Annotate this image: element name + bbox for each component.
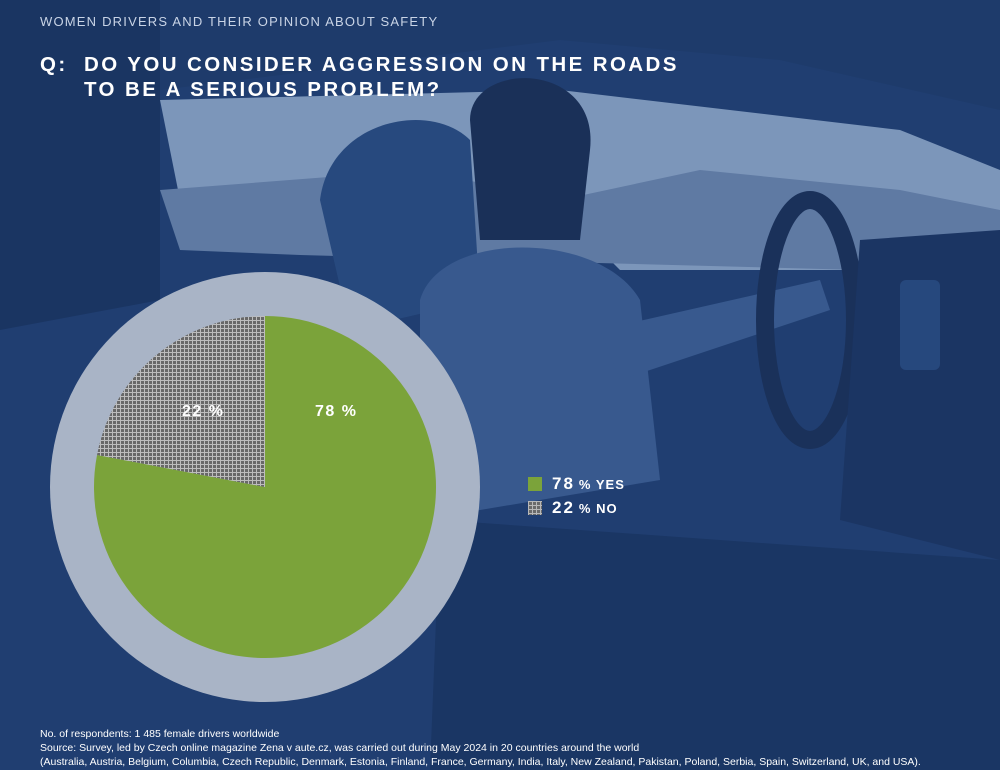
- legend-swatch-no: [528, 501, 542, 515]
- question-heading: Q: DO YOU CONSIDER AGGRESSION ON THE ROAD…: [40, 52, 740, 102]
- countries-note: (Australia, Austria, Belgium, Columbia, …: [40, 756, 921, 768]
- eyebrow-title: WOMEN DRIVERS AND THEIR OPINION ABOUT SA…: [40, 14, 439, 29]
- chart-legend: 78 % YES 22 % NO: [528, 472, 625, 520]
- question-prefix: Q:: [40, 53, 68, 76]
- slice-label-no: 22 %: [182, 403, 224, 420]
- legend-value-yes: 78: [552, 474, 575, 493]
- slice-label-yes: 78 %: [315, 403, 357, 420]
- legend-label-no: % NO: [578, 500, 618, 516]
- question-line-2: TO BE A SERIOUS PROBLEM?: [84, 78, 442, 101]
- legend-value-no: 22: [552, 498, 575, 517]
- pie-slice-yes: [93, 316, 436, 658]
- legend-label-yes: % YES: [578, 476, 625, 492]
- legend-item-yes: 78 % YES: [528, 472, 625, 496]
- pie-slice-no: [97, 316, 266, 487]
- legend-item-no: 22 % NO: [528, 496, 625, 520]
- legend-swatch-yes: [528, 477, 542, 491]
- respondents-note: No. of respondents: 1 485 female drivers…: [40, 728, 280, 740]
- source-note: Source: Survey, led by Czech online maga…: [40, 742, 640, 754]
- question-line-1: DO YOU CONSIDER AGGRESSION ON THE ROADS: [84, 53, 679, 76]
- footer-notes: No. of respondents: 1 485 female drivers…: [40, 727, 990, 769]
